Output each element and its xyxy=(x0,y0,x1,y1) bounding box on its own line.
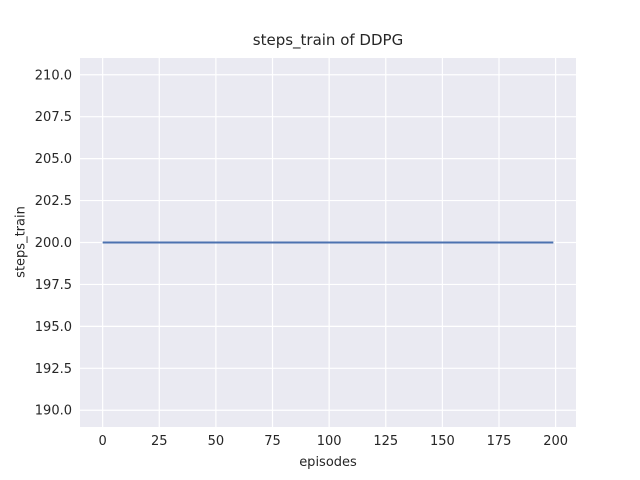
y-tick-label: 202.5 xyxy=(35,194,72,209)
y-tick-label: 197.5 xyxy=(35,278,72,293)
x-tick-label: 125 xyxy=(373,434,398,449)
y-axis-label: steps_train xyxy=(13,206,29,278)
chart-title: steps_train of DDPG xyxy=(252,31,404,49)
x-axis-label: episodes xyxy=(299,455,357,470)
x-tick-label: 175 xyxy=(487,434,512,449)
x-tick-label: 150 xyxy=(430,434,455,449)
x-tick-label: 75 xyxy=(264,434,281,449)
y-tick-label: 207.5 xyxy=(35,110,72,125)
x-tick-label: 200 xyxy=(543,434,568,449)
x-tick-label: 25 xyxy=(151,434,168,449)
y-tick-label: 205.0 xyxy=(35,152,72,167)
y-tick-label: 192.5 xyxy=(35,362,72,377)
y-tick-label: 195.0 xyxy=(35,320,72,335)
y-tick-label: 210.0 xyxy=(35,68,72,83)
y-tick-label: 190.0 xyxy=(35,404,72,419)
y-tick-label: 200.0 xyxy=(35,236,72,251)
x-tick-label: 50 xyxy=(208,434,225,449)
x-tick-label: 100 xyxy=(317,434,342,449)
x-tick-label: 0 xyxy=(99,434,107,449)
